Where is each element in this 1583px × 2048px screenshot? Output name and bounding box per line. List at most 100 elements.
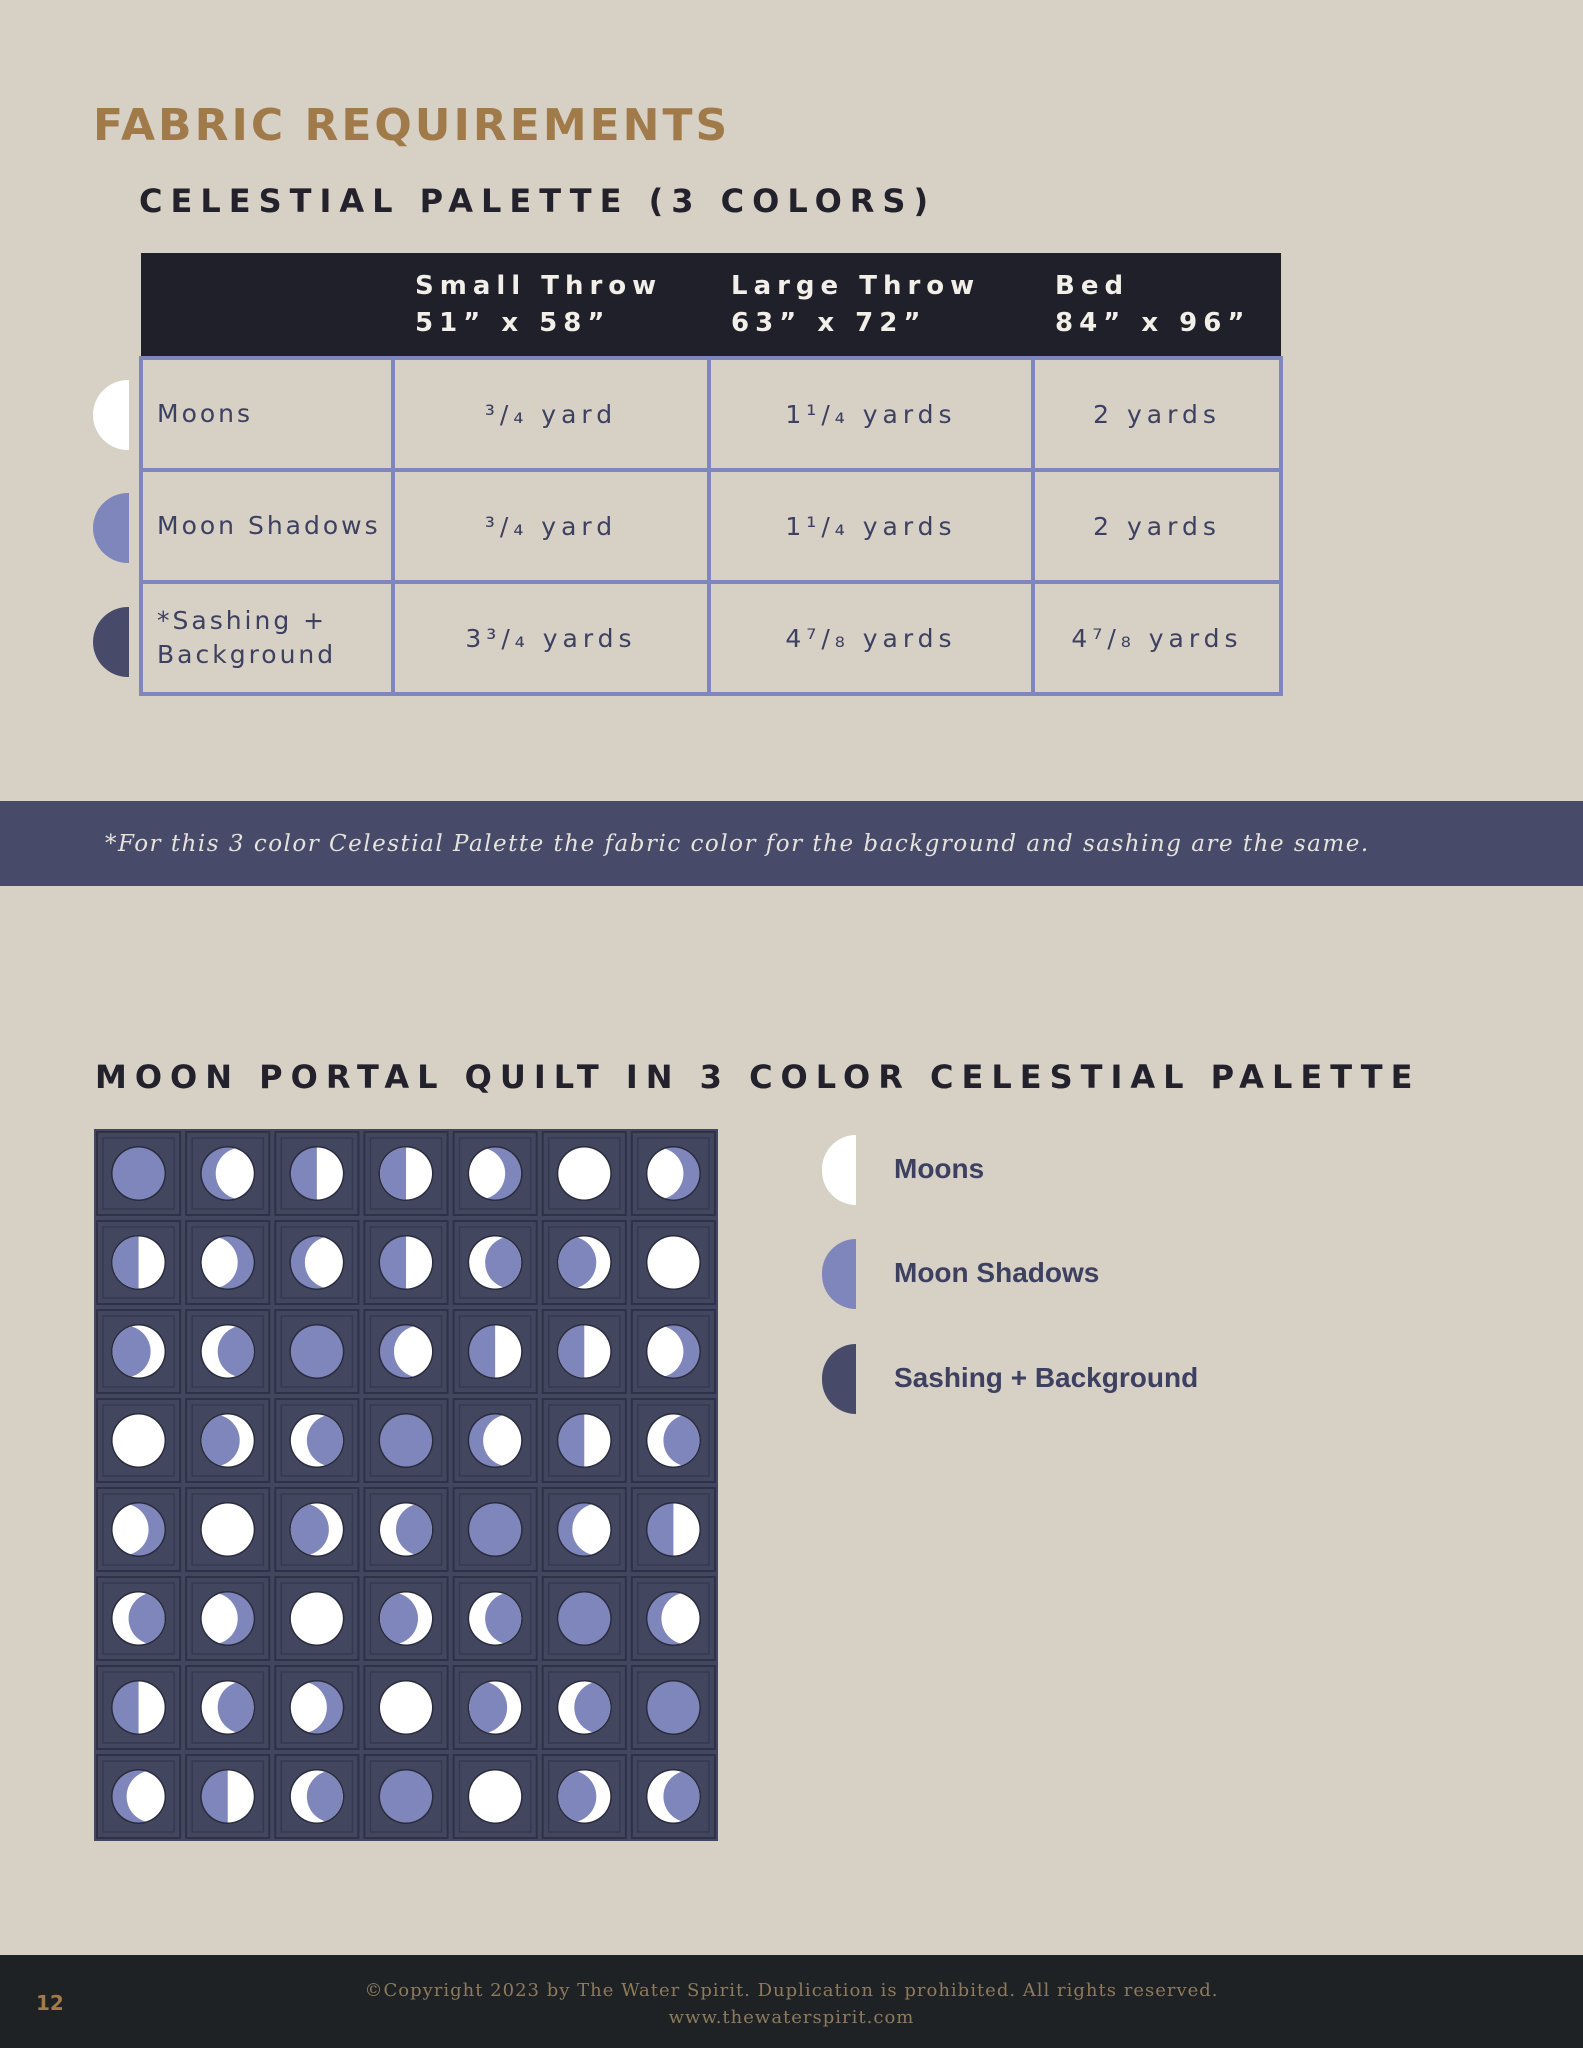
quilt-block — [96, 1487, 182, 1572]
table-cell: 4⁷/₈ yards — [707, 580, 1035, 696]
header-size: 84” x 96” — [1055, 307, 1251, 338]
moon-block — [378, 1591, 434, 1646]
quilt-block — [274, 1665, 360, 1750]
moon-block — [200, 1502, 256, 1557]
quilt-grid — [96, 1131, 716, 1839]
table-cell: 2 yards — [1031, 468, 1283, 584]
moon-block — [556, 1235, 612, 1290]
moon-block — [556, 1769, 612, 1824]
header-name: Large Throw — [731, 270, 981, 301]
row-label-line: *Sashing + — [157, 606, 328, 635]
moon-block — [289, 1146, 345, 1201]
moon-block — [645, 1502, 701, 1557]
row-label-moon-shadows: Moon Shadows — [139, 468, 395, 584]
moon-block — [200, 1769, 256, 1824]
table-cell: 2 yards — [1031, 356, 1283, 472]
moon-block — [467, 1502, 523, 1557]
moon-block — [556, 1502, 612, 1557]
table-header-large-throw: Large Throw 63” x 72” — [709, 253, 1033, 358]
row-label-sashing-background: *Sashing + Background — [139, 580, 395, 696]
fabric-requirements-table: Small Throw 51” x 58” Large Throw 63” x … — [139, 253, 1283, 696]
moon-block — [111, 1324, 167, 1379]
moon-block — [467, 1146, 523, 1201]
table-header-row: Small Throw 51” x 58” Large Throw 63” x … — [141, 253, 1281, 358]
moon-block — [289, 1413, 345, 1468]
moon-block — [467, 1413, 523, 1468]
legend-item-sashing-background: Sashing + Background — [822, 1344, 1322, 1414]
moon-block — [378, 1146, 434, 1201]
moon-block — [556, 1146, 612, 1201]
legend-label: Moons — [894, 1153, 985, 1184]
moon-block — [200, 1324, 256, 1379]
moon-block — [378, 1413, 434, 1468]
moon-block — [467, 1235, 523, 1290]
moon-block — [645, 1146, 701, 1201]
moon-block — [556, 1591, 612, 1646]
quilt-block — [363, 1131, 449, 1216]
moon-block — [289, 1680, 345, 1735]
moon-block — [200, 1235, 256, 1290]
moon-phase-quilt-diagram — [94, 1129, 718, 1841]
half-moon-periwinkle-icon — [822, 1239, 856, 1309]
copyright-text: ©Copyright 2023 by The Water Spirit. Dup… — [364, 1980, 1219, 2001]
table-cell: ³/₄ yard — [391, 356, 711, 472]
half-moon-navy-icon — [822, 1344, 856, 1414]
moon-block — [467, 1591, 523, 1646]
moon-block — [645, 1769, 701, 1824]
moon-block — [111, 1680, 167, 1735]
moon-block — [111, 1769, 167, 1824]
quilt-title: MOON PORTAL QUILT IN 3 COLOR CELESTIAL P… — [95, 1058, 1421, 1096]
moon-block — [467, 1324, 523, 1379]
moon-block — [378, 1769, 434, 1824]
moon-block — [467, 1680, 523, 1735]
row-label-line: Background — [157, 640, 337, 669]
moon-block — [289, 1769, 345, 1824]
moon-block — [289, 1324, 345, 1379]
quilt-block — [630, 1309, 716, 1394]
moon-block — [200, 1591, 256, 1646]
quilt-block — [630, 1576, 716, 1661]
moon-block — [645, 1235, 701, 1290]
table-cell: 3³/₄ yards — [391, 580, 711, 696]
moon-block — [289, 1502, 345, 1557]
table-cell: 4⁷/₈ yards — [1031, 580, 1283, 696]
palette-subtitle: CELESTIAL PALETTE (3 COLORS) — [139, 182, 937, 220]
table-cell: 1¹/₄ yards — [707, 468, 1035, 584]
table-cell: ³/₄ yard — [391, 468, 711, 584]
half-moon-periwinkle-icon — [93, 493, 129, 563]
moon-block — [378, 1502, 434, 1557]
moon-block — [111, 1146, 167, 1201]
legend-label: Moon Shadows — [894, 1257, 1100, 1288]
header-size: 51” x 58” — [415, 307, 611, 338]
moon-block — [645, 1413, 701, 1468]
moon-block — [556, 1413, 612, 1468]
half-moon-white-icon — [822, 1135, 856, 1205]
moon-block — [378, 1680, 434, 1735]
moon-block — [200, 1413, 256, 1468]
moon-block — [111, 1413, 167, 1468]
header-name: Small Throw — [415, 270, 663, 301]
moon-block — [556, 1324, 612, 1379]
moon-block — [467, 1769, 523, 1824]
moon-block — [645, 1591, 701, 1646]
moon-block — [289, 1235, 345, 1290]
page-title: FABRIC REQUIREMENTS — [93, 100, 731, 151]
moon-block — [556, 1680, 612, 1735]
table-row: *Sashing + Background 3³/₄ yards 4⁷/₈ ya… — [139, 580, 1283, 696]
moon-block — [289, 1591, 345, 1646]
header-name: Bed — [1055, 270, 1130, 301]
row-label-moons: Moons — [139, 356, 395, 472]
website-link[interactable]: www.thewaterspirit.com — [668, 2007, 915, 2028]
table-row: Moon Shadows ³/₄ yard 1¹/₄ yards 2 yards — [139, 468, 1283, 584]
header-size: 63” x 72” — [731, 307, 927, 338]
legend-item-moons: Moons — [822, 1135, 1322, 1205]
moon-block — [111, 1235, 167, 1290]
table-header-bed: Bed 84” x 96” — [1033, 253, 1281, 358]
moon-block — [200, 1146, 256, 1201]
note-banner: *For this 3 color Celestial Palette the … — [0, 801, 1583, 886]
moon-block — [111, 1502, 167, 1557]
moon-block — [378, 1235, 434, 1290]
quilt-block — [96, 1754, 182, 1839]
moon-block — [645, 1324, 701, 1379]
half-moon-white-icon — [93, 380, 129, 450]
